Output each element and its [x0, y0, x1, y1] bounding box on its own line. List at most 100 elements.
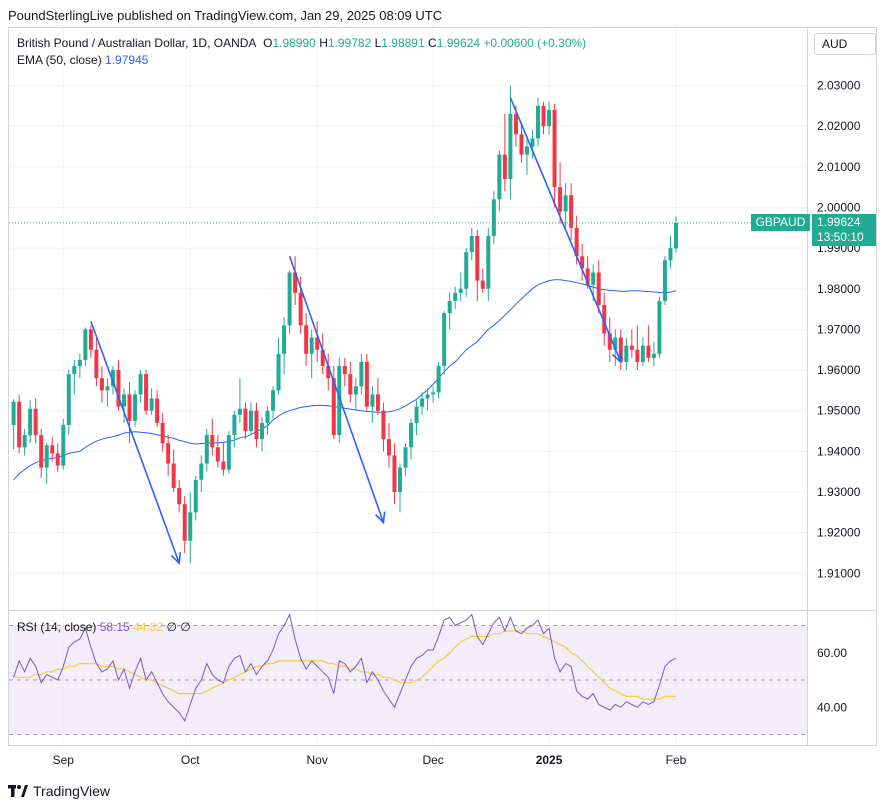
candle-body [204, 435, 209, 464]
trendline [288, 255, 385, 523]
currency-selector[interactable]: AUD [814, 33, 876, 55]
candle-down [243, 402, 248, 440]
candle-body [243, 408, 248, 432]
price-tick-label: 2.03000 [817, 79, 861, 93]
candle-body [17, 401, 22, 448]
ema-legend[interactable]: EMA (50, close) 1.97945 [17, 53, 148, 67]
time-tick-label: Sep [53, 753, 75, 767]
candle-body [199, 463, 204, 480]
candle-down [304, 313, 309, 366]
candle-body [232, 414, 237, 436]
candle-up [61, 418, 66, 470]
candle-body [618, 337, 623, 362]
candle-body [226, 435, 231, 470]
candle-up [491, 191, 496, 245]
candle-body [221, 461, 226, 470]
candle-body [524, 146, 529, 155]
candle-up [640, 337, 645, 366]
candle-down [210, 418, 215, 456]
candle-down [375, 378, 380, 415]
trendline [509, 97, 622, 363]
candle-up [271, 386, 276, 419]
candle-down [635, 325, 640, 371]
candle-up [105, 378, 110, 407]
candle-up [122, 388, 126, 423]
rsi-legend[interactable]: RSI (14, close) 58.15 44.32 ∅ ∅ [17, 620, 191, 634]
candle-up [232, 410, 237, 448]
candle-down [364, 353, 369, 411]
candle-up [530, 130, 535, 159]
legend-low-label: L [374, 36, 382, 50]
candle-body [282, 325, 287, 354]
main-legend: British Pound / Australian Dollar, 1D, O… [17, 36, 586, 50]
candle-down [502, 113, 507, 192]
candle-body [414, 406, 419, 423]
candle-down [99, 365, 104, 403]
candle-up [77, 353, 82, 379]
candle-body [276, 353, 281, 391]
candle-down [629, 329, 634, 358]
candle-up [662, 256, 667, 306]
candle-body [607, 333, 612, 350]
candle-up [370, 386, 375, 423]
time-tick-label: Feb [666, 753, 687, 767]
rsi-panel [9, 625, 807, 735]
candle-body [28, 408, 33, 436]
candle-body [629, 345, 634, 350]
rsi-layer [13, 613, 677, 723]
candle-body [398, 467, 402, 492]
price-tick-label: 1.91000 [817, 566, 861, 580]
candle-up [282, 317, 287, 375]
candle-down [315, 321, 320, 362]
candle-body [541, 105, 546, 127]
candle-body [375, 394, 380, 411]
candle-body [458, 288, 463, 293]
candle-down [596, 260, 601, 314]
candle-up [138, 370, 143, 403]
candle-up [469, 227, 474, 261]
hidden-value-icon-2: ∅ [180, 620, 191, 634]
candle-body [116, 370, 121, 407]
candle-down [39, 428, 44, 478]
candle-down [254, 402, 259, 448]
price-tick-label: 1.95000 [817, 404, 861, 418]
candle-body [254, 410, 259, 440]
arrowhead [375, 511, 386, 525]
candle-up [497, 150, 502, 212]
candle-up [28, 400, 33, 444]
last-price-tag: 1.99624 13:50:10 [812, 214, 876, 246]
trendline-layer [90, 97, 623, 565]
candle-up [248, 402, 253, 436]
tradingview-logo[interactable]: TradingView [8, 783, 110, 799]
candle-up [508, 85, 513, 200]
candle-up [547, 101, 552, 135]
legend-symbol[interactable]: British Pound / Australian Dollar, 1D, O… [17, 36, 257, 50]
candle-body [293, 272, 298, 293]
candle-body [83, 329, 88, 360]
candle-up [66, 370, 71, 436]
rsi-tick-label: 60.00 [817, 646, 847, 660]
candle-down [326, 353, 331, 391]
candle-down [171, 449, 176, 492]
candle-up [22, 428, 27, 456]
candle-body [171, 463, 176, 488]
candle-body [237, 408, 242, 415]
price-tick-label: 2.00000 [817, 200, 861, 214]
candle-up [442, 311, 447, 375]
ema-label: EMA (50, close) [17, 53, 102, 67]
candle-down [342, 357, 347, 387]
rsi-value: 58.15 [99, 620, 130, 634]
legend-open-label: O [263, 36, 273, 50]
candle-body [298, 292, 303, 326]
candle-down [475, 229, 480, 301]
candle-body [635, 349, 640, 362]
time-tick-label: 2025 [536, 753, 563, 767]
candle-body [657, 300, 662, 354]
legend-high-label: H [319, 36, 328, 50]
candle-up [72, 359, 77, 395]
candle-up [309, 329, 314, 379]
candle-body [166, 443, 171, 464]
candle-down [602, 292, 607, 346]
candle-down [607, 317, 612, 362]
